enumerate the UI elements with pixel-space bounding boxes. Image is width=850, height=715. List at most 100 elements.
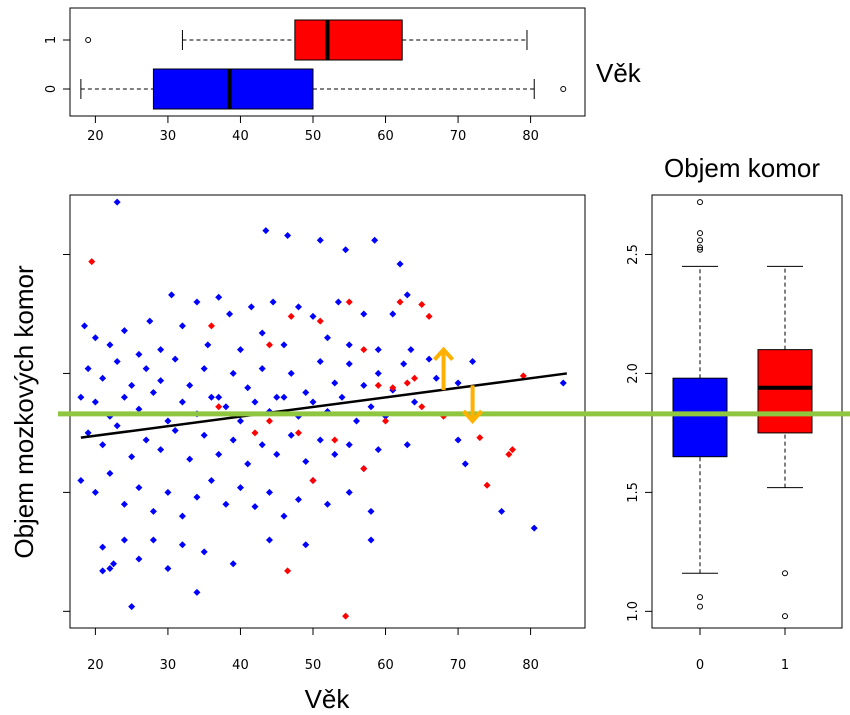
scatter-point-0 — [345, 360, 353, 368]
scatter-point-0 — [331, 450, 339, 458]
volume-y-tick-label: 1.5 — [626, 482, 641, 503]
scatter-y-axis — [63, 253, 70, 612]
age-boxplot-x-axis: 20 30 40 50 60 70 80 — [87, 116, 539, 144]
scatter-point-0 — [251, 503, 259, 511]
age-boxplot-panel: 20 30 40 50 60 70 80 01 Věk — [44, 7, 642, 144]
age-boxplot-x-tick-label: 40 — [232, 129, 249, 144]
age-boxplot-y-tick-label: 1 — [44, 36, 59, 44]
scatter-point-0 — [360, 310, 368, 318]
scatter-point-0 — [99, 567, 107, 575]
scatter-point-0 — [128, 603, 136, 611]
scatter-point-0 — [157, 377, 165, 385]
age-boxplot-x-tick-label: 20 — [87, 129, 104, 144]
scatter-point-0 — [193, 298, 201, 306]
scatter-point-0 — [215, 450, 223, 458]
scatter-point-1 — [519, 372, 527, 380]
scatter-point-0 — [157, 446, 165, 454]
volume-boxes — [672, 199, 813, 620]
scatter-point-0 — [226, 310, 234, 318]
scatter-point-0 — [113, 198, 121, 206]
scatter-point-0 — [258, 441, 266, 449]
scatter-point-0 — [135, 350, 143, 358]
scatter-point-0 — [454, 436, 462, 444]
scatter-point-0 — [178, 512, 186, 520]
volume-outlier-0 — [697, 237, 703, 244]
scatter-point-1 — [88, 258, 96, 266]
scatter-point-0 — [135, 405, 143, 413]
scatter-point-1 — [287, 312, 295, 320]
regression-line — [80, 372, 568, 439]
scatter-point-1 — [418, 403, 426, 411]
scatter-point-0 — [164, 488, 172, 496]
scatter-point-0 — [193, 493, 201, 501]
scatter-point-1 — [294, 429, 302, 437]
scatter-point-0 — [331, 379, 339, 387]
scatter-point-0 — [284, 231, 292, 239]
scatter-point-0 — [120, 536, 128, 544]
scatter-point-0 — [432, 374, 440, 382]
scatter-point-0 — [186, 455, 194, 463]
scatter-x-tick-label: 80 — [522, 658, 539, 673]
scatter-point-0 — [530, 524, 538, 532]
scatter-point-1 — [342, 612, 350, 620]
scatter-point-0 — [309, 398, 317, 406]
scatter-point-0 — [389, 310, 397, 318]
scatter-point-0 — [186, 381, 194, 389]
scatter-point-0 — [120, 500, 128, 508]
scatter-point-0 — [120, 327, 128, 335]
volume-box-0 — [672, 377, 728, 458]
scatter-point-0 — [200, 365, 208, 373]
scatter-point-0 — [280, 512, 288, 520]
scatter-point-0 — [265, 536, 273, 544]
scatter-point-0 — [374, 446, 382, 454]
scatter-point-0 — [559, 379, 567, 387]
volume-outlier-1 — [782, 613, 788, 620]
scatter-point-0 — [229, 560, 237, 568]
volume-outlier-0 — [697, 230, 703, 237]
scatter-point-0 — [91, 398, 99, 406]
scatter-point-0 — [316, 358, 324, 366]
scatter-point-0 — [84, 365, 92, 373]
scatter-point-0 — [128, 381, 136, 389]
scatter-point-0 — [258, 365, 266, 373]
scatter-point-0 — [236, 484, 244, 492]
scatter-point-0 — [164, 417, 172, 425]
scatter-point-0 — [360, 381, 368, 389]
volume-outlier-1 — [782, 570, 788, 577]
annotation-arrows — [433, 346, 484, 425]
scatter-point-0 — [142, 436, 150, 444]
scatter-point-0 — [204, 341, 212, 349]
scatter-point-0 — [193, 588, 201, 596]
scatter-point-0 — [342, 246, 350, 254]
scatter-point-0 — [91, 334, 99, 342]
scatter-point-0 — [251, 398, 259, 406]
volume-x-tick-label: 0 — [696, 658, 704, 673]
scatter-point-0 — [309, 312, 317, 320]
scatter-point-0 — [498, 507, 506, 515]
scatter-point-0 — [374, 369, 382, 377]
scatter-point-1 — [360, 465, 368, 473]
arrow-head — [433, 346, 455, 361]
scatter-point-1 — [207, 322, 215, 330]
scatter-point-0 — [269, 298, 277, 306]
scatter-point-1 — [411, 374, 419, 382]
scatter-point-1 — [382, 417, 390, 425]
age-boxplot-y-tick-label: 0 — [44, 85, 59, 93]
volume-outlier-0 — [697, 199, 703, 206]
volume-outlier-0 — [697, 594, 703, 601]
scatter-point-0 — [396, 260, 404, 268]
scatter-point-0 — [273, 450, 281, 458]
scatter-point-0 — [146, 317, 154, 325]
scatter-point-1 — [425, 312, 433, 320]
scatter-point-0 — [157, 346, 165, 354]
scatter-x-tick-label: 30 — [160, 658, 177, 673]
scatter-point-0 — [469, 358, 477, 366]
scatter-point-0 — [258, 329, 266, 337]
volume-y-tick-label: 2.0 — [626, 363, 641, 384]
scatter-x-label: Věk — [305, 684, 351, 714]
volume-y-tick-label: 2.5 — [626, 244, 641, 265]
scatter-point-0 — [215, 293, 223, 301]
age-boxplot-x-tick-label: 30 — [160, 129, 177, 144]
scatter-point-0 — [106, 565, 114, 573]
